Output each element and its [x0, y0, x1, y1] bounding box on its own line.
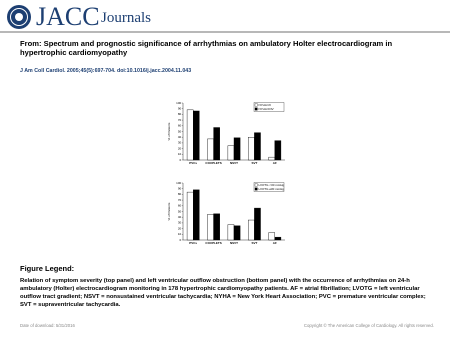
legend-label: NYHA III/IV — [259, 107, 274, 111]
y-tick-label: 40 — [178, 215, 182, 219]
y-tick-label: 100 — [176, 101, 181, 105]
bar — [233, 137, 241, 161]
bar — [254, 132, 261, 161]
bar — [213, 213, 220, 241]
x-tick-label: SVT — [251, 241, 257, 245]
y-tick-label: 90 — [178, 186, 182, 190]
y-tick-label: 30 — [178, 221, 182, 225]
x-tick-label: NSVT — [230, 161, 238, 165]
download-date: Date of download: 5/31/2016 — [20, 323, 75, 328]
y-tick-label: 50 — [178, 129, 182, 133]
legend-swatch — [254, 187, 258, 191]
bar — [227, 224, 235, 241]
y-tick-label: 60 — [178, 204, 182, 208]
copyright: Copyright © The American College of Card… — [303, 323, 434, 328]
x-tick-label: SVT — [251, 161, 257, 165]
bar — [248, 219, 255, 241]
y-tick-label: 70 — [178, 198, 182, 202]
y-tick-label: 40 — [178, 135, 182, 139]
bar — [193, 110, 200, 161]
citation: J Am Coll Cardiol. 2005;45(5):697-704. d… — [20, 68, 192, 74]
x-tick-label: PVCs — [189, 161, 197, 165]
x-tick-label: NSVT — [230, 241, 238, 245]
bar — [186, 191, 194, 241]
x-tick-label: AF — [273, 241, 277, 245]
y-tick-label: 30 — [178, 141, 182, 145]
header-rule — [0, 31, 450, 33]
title: From: Spectrum and prognostic significan… — [20, 39, 393, 57]
legend-swatch — [254, 107, 258, 111]
x-tick-label: AF — [273, 161, 277, 165]
y-tick-label: 70 — [178, 118, 182, 122]
y-tick-label: 10 — [178, 152, 182, 156]
legend-heading: Figure Legend: — [20, 264, 75, 273]
bar — [227, 145, 235, 161]
bar — [207, 214, 214, 241]
bar — [207, 138, 214, 161]
legend-label: LVOTG <30 mmHg — [259, 183, 285, 187]
bar — [193, 189, 200, 241]
bar — [254, 207, 261, 241]
bar — [274, 140, 282, 161]
logo-seal — [7, 5, 31, 29]
legend-swatch — [254, 103, 258, 107]
y-tick-label: 10 — [178, 232, 182, 236]
legend-label: LVOTG ≥30 mmHg — [259, 187, 285, 191]
y-tick-label: 0 — [180, 238, 182, 242]
y-tick-label: 100 — [176, 181, 181, 185]
bar — [233, 225, 241, 241]
legend-label: NYHA I/II — [259, 103, 272, 107]
legend-swatch — [254, 183, 258, 187]
y-tick-label: 60 — [178, 124, 182, 128]
bar — [268, 156, 276, 161]
legend-text: Relation of symptom severity (top panel)… — [20, 278, 426, 308]
bar — [248, 137, 255, 161]
y-tick-label: 50 — [178, 209, 182, 213]
legend-box — [253, 182, 285, 192]
bar — [186, 109, 194, 161]
brand-sub: Journals — [101, 10, 151, 26]
y-tick-label: 90 — [178, 106, 182, 110]
y-tick-label: 20 — [178, 146, 182, 150]
bar — [213, 127, 220, 161]
y-tick-label: 0 — [180, 158, 182, 162]
y-axis-label: % of Patients — [167, 202, 171, 220]
bar — [274, 236, 282, 241]
x-tick-label: COUPLETS — [205, 241, 221, 245]
legend-box — [253, 102, 285, 112]
brand: JACC — [36, 2, 100, 31]
y-axis-label: % of Patients — [167, 122, 171, 140]
y-tick-label: 80 — [178, 112, 182, 116]
x-tick-label: COUPLETS — [205, 161, 221, 165]
y-tick-label: 80 — [178, 192, 182, 196]
y-tick-label: 20 — [178, 226, 182, 230]
x-tick-label: PVCs — [189, 241, 197, 245]
bar — [268, 232, 276, 241]
